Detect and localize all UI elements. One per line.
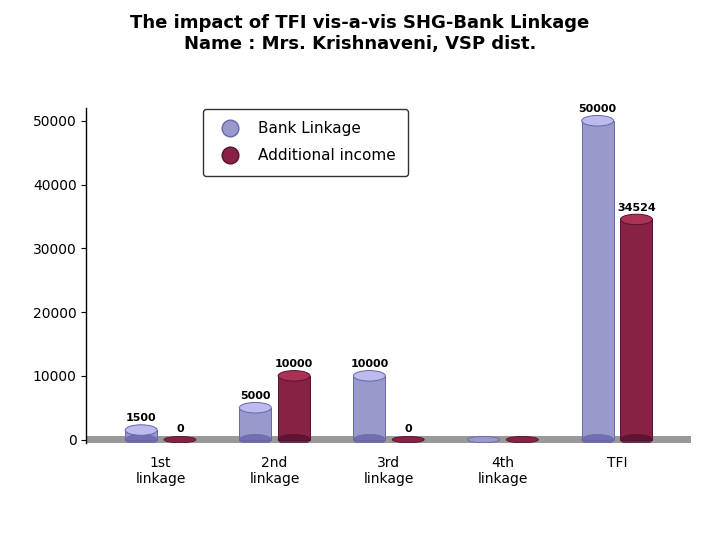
Text: 0: 0 [176,424,184,434]
Text: 10000: 10000 [275,359,313,369]
Bar [125,430,157,440]
Text: 10000: 10000 [350,359,389,369]
Ellipse shape [278,434,310,445]
Text: 50000: 50000 [579,104,617,114]
Ellipse shape [354,370,385,381]
Text: The impact of TFI vis-a-vis SHG-Bank Linkage: The impact of TFI vis-a-vis SHG-Bank Lin… [130,14,590,31]
Ellipse shape [506,436,539,443]
Ellipse shape [621,214,652,225]
Text: 0: 0 [405,424,412,434]
Bar [278,376,310,440]
Ellipse shape [125,425,157,435]
Ellipse shape [467,436,500,443]
Bar [582,121,613,440]
Ellipse shape [164,436,196,443]
Text: 5000: 5000 [240,391,271,401]
Ellipse shape [239,434,271,445]
Ellipse shape [392,436,424,443]
Ellipse shape [354,434,385,445]
Text: Name : Mrs. Krishnaveni, VSP dist.: Name : Mrs. Krishnaveni, VSP dist. [184,35,536,53]
Text: 34524: 34524 [617,202,656,213]
Ellipse shape [582,116,613,126]
Ellipse shape [621,434,652,445]
Text: 1500: 1500 [126,413,156,423]
Bar [621,219,652,440]
Ellipse shape [278,370,310,381]
Bar [239,408,271,440]
Polygon shape [86,436,691,453]
Ellipse shape [239,402,271,413]
Legend: Bank Linkage, Additional income: Bank Linkage, Additional income [203,109,408,176]
Ellipse shape [125,434,157,445]
Ellipse shape [582,434,613,445]
Bar [354,376,385,440]
